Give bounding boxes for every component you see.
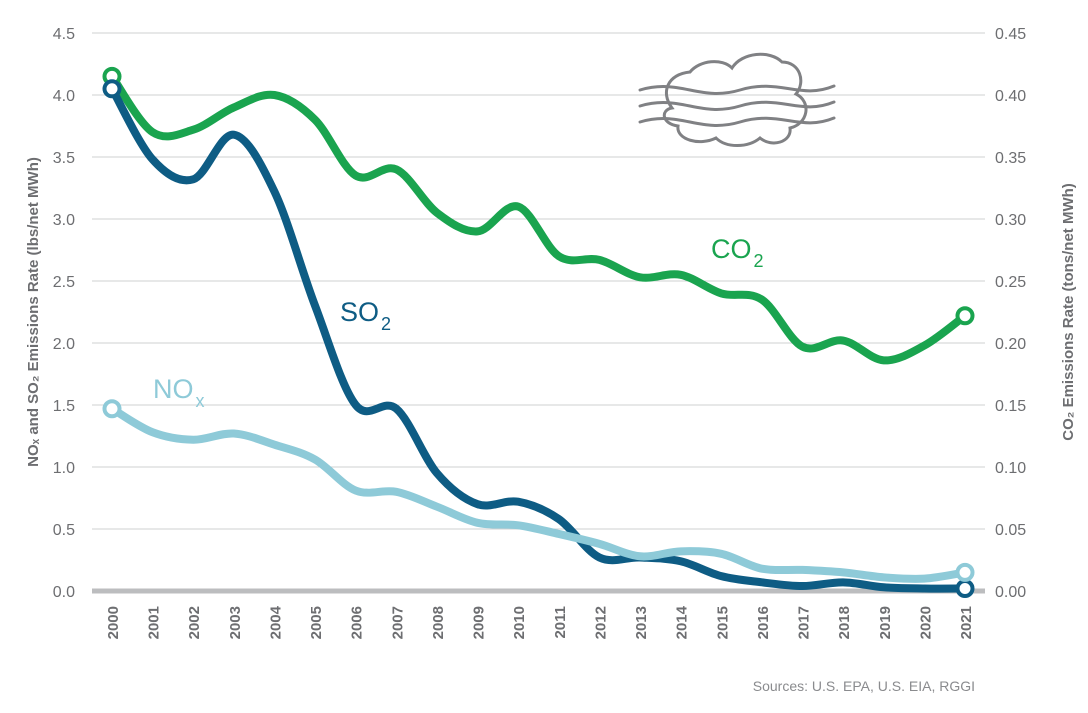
right-tick-label: 0.05 [995,522,1026,539]
right-tick-label: 0.40 [995,88,1026,105]
series-labels: CO 2 SO 2 NO x [153,234,764,411]
right-tick-label: 0.10 [995,460,1026,477]
x-tick-label: 2001 [146,606,163,639]
right-tick-label: 0.30 [995,212,1026,229]
x-tick-label: 2003 [227,606,244,639]
x-tick-label: 2016 [755,606,772,639]
series-endpoint-so2 [102,79,122,99]
x-tick-label: 2018 [836,606,853,639]
x-tick-label: 2011 [552,606,569,639]
right-tick-label: 0.15 [995,398,1026,415]
series-label-co2: CO 2 [711,234,764,271]
left-tick-label: 3.5 [53,150,75,167]
series-endpoint-so2 [955,579,975,599]
series-endpoint-nox [955,562,975,582]
x-tick-label: 2002 [186,606,203,639]
smog-cloud-icon [638,52,836,147]
series-endpoint-co2 [955,306,975,326]
gridlines [92,32,985,530]
x-tick-label: 2019 [877,606,894,639]
right-tick-label: 0.45 [995,26,1026,43]
left-axis-label: NOₓ and SO₂ Emissions Rate (lbs/net MWh) [25,157,42,467]
right-axis-ticks: 0.00 0.05 0.10 0.15 0.20 0.25 0.30 0.35 0.40 0.45 [995,26,1026,601]
series-line-so2 [108,84,969,593]
x-tick-label: 2007 [389,606,406,639]
source-note: Sources: U.S. EPA, U.S. EIA, RGGI [753,678,975,694]
right-tick-label: 0.25 [995,274,1026,291]
x-tick-label: 2012 [592,606,609,639]
x-tick-label: 2010 [511,606,528,639]
x-tick-label: 2006 [349,606,366,639]
series-line-nox [108,404,969,583]
right-axis-label: CO₂ Emissions Rate (tons/net MWh) [1060,183,1077,441]
x-tick-label: 2020 [917,606,934,639]
right-tick-label: 0.20 [995,336,1026,353]
series-label-so2: SO 2 [340,297,391,334]
x-tick-label: 2005 [308,606,325,639]
left-tick-label: 1.0 [53,460,75,477]
x-tick-label: 2017 [796,606,813,639]
left-tick-label: 0.5 [53,522,75,539]
right-tick-label: 0.00 [995,584,1026,601]
left-tick-label: 1.5 [53,398,75,415]
left-tick-label: 4.5 [53,26,75,43]
x-tick-label: 2015 [714,606,731,639]
x-tick-label: 2000 [105,606,122,639]
left-tick-label: 4.0 [53,88,75,105]
left-tick-label: 2.5 [53,274,75,291]
series-line-co2 [108,72,969,365]
left-axis-ticks: 0.0 0.5 1.0 1.5 2.0 2.5 3.0 3.5 4.0 4.5 [53,26,75,601]
x-axis-ticks: 2000 2001 2002 2003 2004 2005 2006 2007 2008 2009… [105,605,975,639]
x-tick-label: 2009 [471,606,488,639]
left-tick-label: 2.0 [53,336,75,353]
x-tick-label: 2013 [633,606,650,639]
x-tick-label: 2004 [267,605,284,639]
series-label-nox: NO x [153,374,205,411]
series-lines [102,66,975,599]
x-tick-label: 2014 [674,605,691,639]
series-endpoint-nox [102,399,122,419]
x-tick-label: 2008 [430,606,447,639]
right-tick-label: 0.35 [995,150,1026,167]
left-tick-label: 0.0 [53,584,75,601]
left-tick-label: 3.0 [53,212,75,229]
x-tick-label: 2021 [958,606,975,639]
